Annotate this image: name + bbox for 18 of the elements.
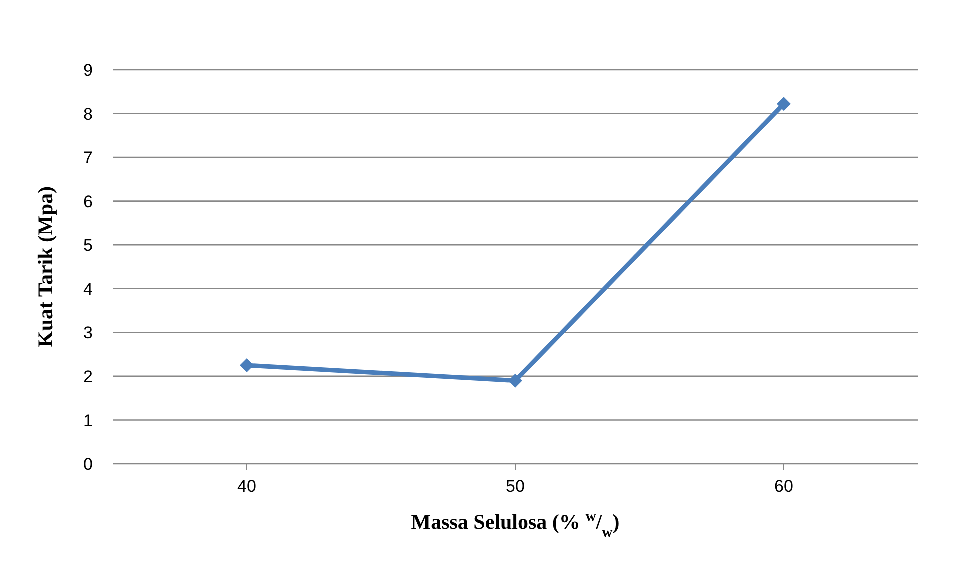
y-tick-label: 5 xyxy=(84,236,93,256)
point xyxy=(508,374,522,388)
y-tick-label: 9 xyxy=(84,61,93,80)
y-tick-label: 0 xyxy=(84,455,93,474)
y-tick-label: 2 xyxy=(84,367,93,386)
y-tick-label: 3 xyxy=(84,324,93,343)
y-tick-label: 6 xyxy=(84,192,93,212)
y-axis-title: Kuat Tarik (Mpa) xyxy=(33,186,58,348)
y-tick-label: 4 xyxy=(84,280,93,299)
point xyxy=(240,358,254,372)
y-tick-label: 1 xyxy=(84,411,93,430)
point xyxy=(777,97,791,112)
x-tick-label: 50 xyxy=(506,477,525,496)
y-tick-label: 7 xyxy=(84,148,93,168)
x-tick-label: 40 xyxy=(238,477,256,496)
x-tick-label: 60 xyxy=(774,477,794,496)
y-tick-label: 8 xyxy=(84,104,93,124)
x-axis-title: Massa Selulosa (% $^{w}$/$_{w}$) xyxy=(411,509,620,541)
